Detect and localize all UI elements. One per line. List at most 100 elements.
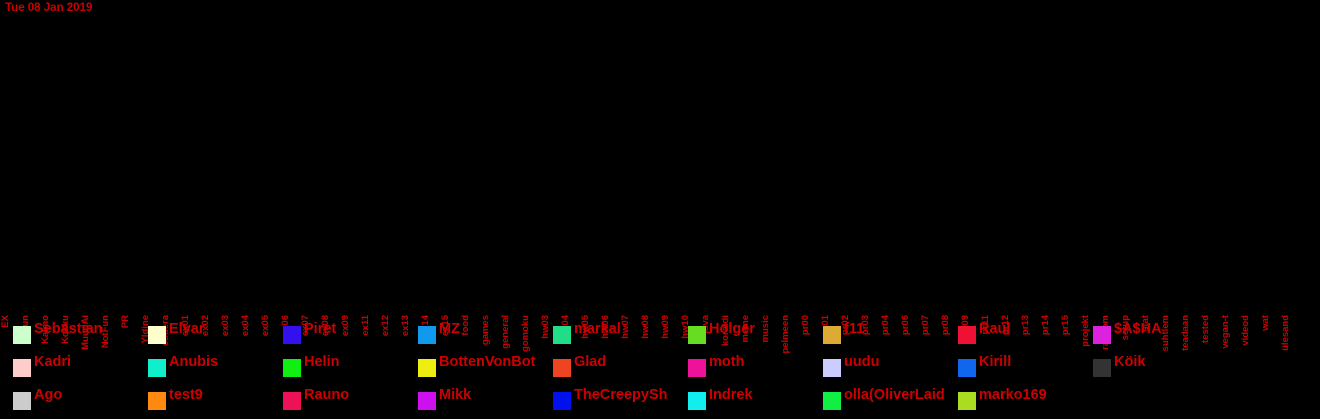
legend-swatch [148, 392, 166, 410]
x-tick-label: PR [120, 315, 131, 328]
x-tick-label: ex06 [280, 315, 291, 336]
x-tick-label: vegan-t [1220, 314, 1231, 349]
legend-label: Helin [304, 354, 339, 370]
legend-entry: Helin [283, 354, 339, 377]
legend-label: BottenVonBot [439, 354, 536, 370]
legend-label: Mikk [439, 387, 472, 403]
x-tick-label: ex02 [200, 315, 211, 336]
x-tick-label: ex07 [300, 315, 311, 336]
legend-entry: f11 [823, 321, 864, 344]
legend-entry: Elvar [148, 321, 205, 344]
legend-label: Sebastian [34, 321, 103, 337]
legend-label: Anubis [169, 354, 218, 370]
legend-swatch [148, 326, 166, 344]
x-tick-label: pr12 [1000, 315, 1011, 335]
x-tick-label: MuudAi [80, 315, 91, 350]
legend-entry: marko169 [958, 387, 1047, 410]
legend-label: $A$HA [1114, 321, 1162, 337]
legend-entry: Raul [958, 321, 1010, 344]
legend-entry: Rauno [283, 387, 349, 410]
x-tick-label: pr14 [1040, 314, 1051, 335]
legend-label: Raul [979, 321, 1010, 337]
x-tick-label: ülesand [1280, 315, 1291, 351]
x-tick-label: games [480, 315, 491, 345]
legend-label: TheCreepySh [574, 387, 667, 403]
legend-entry: Köik [1093, 354, 1146, 377]
x-tick-label: hw05 [580, 314, 591, 338]
x-tick-label: hw09 [660, 315, 671, 339]
x-tick-label: ex09 [340, 315, 351, 336]
legend-label: Rauno [304, 387, 349, 403]
x-tick-label: stat [1140, 314, 1151, 332]
x-tick-label: EX [0, 314, 11, 327]
x-tick-label: koraldi [720, 315, 731, 346]
legend-swatch [283, 392, 301, 410]
legend-swatch [823, 326, 841, 344]
legend-swatch [958, 392, 976, 410]
legend-label: markal [574, 321, 621, 337]
x-tick-label: ex13 [400, 315, 411, 336]
x-tick-label: hw03 [540, 315, 551, 339]
x-tick-label: ex05 [260, 314, 271, 336]
legend-swatch [418, 392, 436, 410]
legend-entry: Piret [283, 321, 336, 344]
chart-title: Tue 08 Jan 2019 [5, 2, 92, 14]
legend-entry: uudu [823, 354, 879, 377]
legend-swatch [688, 326, 706, 344]
legend-swatch [553, 359, 571, 377]
legend-entry: moth [688, 354, 744, 377]
legend-swatch [553, 392, 571, 410]
legend-swatch [958, 359, 976, 377]
legend-entry: MZ [418, 321, 460, 344]
x-tick-label: suhtlem [1160, 315, 1171, 351]
legend-label: Kadri [34, 354, 71, 370]
x-tick-label: pr06 [900, 315, 911, 335]
x-tick-label: hw08 [640, 315, 651, 339]
x-tick-label: teadaan [1180, 315, 1191, 351]
x-tick-label: music [760, 315, 771, 342]
x-tick-label: Fun [20, 315, 31, 333]
x-tick-label: ex04 [240, 314, 251, 336]
x-tick-label: ex15 [440, 314, 451, 336]
legend-entry: $A$HA [1093, 321, 1162, 344]
legend-label: Kirill [979, 354, 1011, 370]
x-tick-label: pr15 [1060, 314, 1071, 335]
legend-entry: Anubis [148, 354, 218, 377]
x-tick-label: general [500, 315, 511, 349]
legend-entry: Holger [688, 321, 755, 344]
x-tick-label: ex08 [320, 315, 331, 336]
legend-swatch [1093, 359, 1111, 377]
legend-label: Ago [34, 387, 62, 403]
legend-swatch [13, 326, 31, 344]
x-tick-label: ex12 [380, 315, 391, 336]
x-tick-label: pelmeen [780, 315, 791, 354]
x-tick-label: hw06 [600, 315, 611, 339]
legend-entry: olla(OliverLaid [823, 387, 945, 410]
legend-entry: test9 [148, 387, 203, 410]
legend-entry: Sebastian [13, 321, 103, 344]
legend-label: Glad [574, 354, 606, 370]
x-tick-label: pr08 [940, 315, 951, 335]
legend-label: Holger [709, 321, 755, 337]
x-tick-label: ex01 [180, 314, 191, 336]
legend-entry: Kirill [958, 354, 1011, 377]
legend-swatch [13, 359, 31, 377]
legend-swatch [148, 359, 166, 377]
legend-swatch [418, 326, 436, 344]
x-tick-label: setup [1120, 315, 1131, 341]
legend-label: f11 [844, 321, 864, 337]
x-tick-label: gomoku [520, 315, 531, 352]
legend-entry: TheCreepySh [553, 387, 667, 410]
legend-entry: Glad [553, 354, 606, 377]
legend-label: Elvar [169, 321, 205, 337]
legend-label: test9 [169, 387, 203, 403]
x-tick-label: ex14 [420, 314, 431, 336]
x-tick-label: videod [1240, 315, 1251, 346]
legend-swatch [1093, 326, 1111, 344]
legend-entry: Mikk [418, 387, 472, 410]
x-tick-label: meme [740, 315, 751, 342]
x-tick-label: ex11 [360, 314, 371, 335]
legend-entry: markal [553, 321, 621, 344]
